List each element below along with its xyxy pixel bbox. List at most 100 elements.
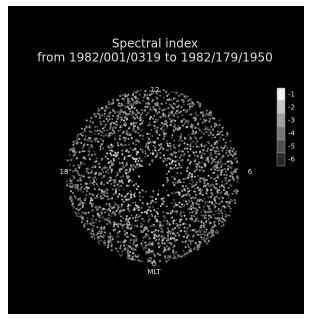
speckle	[194, 170, 196, 172]
speckle	[207, 183, 209, 185]
speckle	[196, 168, 198, 170]
speckle	[158, 221, 160, 223]
speckle	[204, 181, 206, 183]
speckle	[153, 209, 155, 211]
speckle	[103, 184, 105, 186]
speckle	[146, 102, 148, 104]
speckle	[156, 101, 158, 103]
speckle	[152, 118, 154, 120]
speckle	[225, 171, 227, 173]
speckle	[179, 181, 181, 183]
speckle	[81, 163, 83, 165]
speckle	[228, 187, 230, 189]
speckle	[116, 172, 118, 174]
speckle	[154, 103, 156, 105]
speckle	[72, 171, 74, 173]
speckle	[161, 230, 163, 232]
speckle	[75, 184, 77, 186]
speckle	[192, 181, 194, 183]
speckle	[164, 109, 166, 111]
speckle	[152, 153, 154, 155]
direction-label: 0	[152, 260, 156, 268]
speckle	[88, 187, 90, 189]
speckle	[166, 177, 168, 179]
speckle	[79, 179, 81, 181]
speckle	[154, 217, 156, 219]
speckle	[150, 152, 152, 154]
speckle	[134, 255, 136, 257]
speckle	[106, 167, 108, 169]
speckle	[80, 188, 82, 190]
speckle	[187, 177, 189, 179]
speckle	[92, 182, 94, 184]
speckle	[140, 90, 142, 92]
speckle	[158, 106, 160, 108]
speckle	[77, 164, 79, 166]
speckle	[153, 141, 155, 143]
speckle	[93, 179, 95, 181]
speckle	[142, 240, 144, 242]
speckle	[218, 175, 220, 177]
speckle	[166, 108, 168, 110]
speckle	[208, 185, 210, 187]
speckle	[88, 168, 90, 170]
speckle	[98, 163, 100, 165]
speckle	[236, 180, 238, 182]
speckle	[217, 174, 219, 176]
speckle	[120, 168, 122, 170]
speckle	[117, 174, 119, 176]
speckle	[147, 235, 149, 237]
speckle	[150, 250, 152, 252]
speckle	[231, 166, 233, 168]
speckle	[149, 257, 151, 259]
speckle	[144, 242, 146, 244]
subtitle: from 1982/001/0319 to 1982/179/1950	[37, 51, 273, 65]
speckle	[142, 100, 144, 102]
speckle	[169, 98, 171, 100]
speckle	[67, 159, 69, 161]
speckle	[146, 212, 148, 214]
speckle	[164, 249, 166, 251]
speckle	[147, 124, 149, 126]
speckle	[89, 182, 91, 184]
speckle	[114, 181, 116, 183]
speckle	[146, 228, 148, 230]
speckle	[152, 190, 154, 192]
speckle	[223, 183, 225, 185]
speckle	[91, 170, 93, 172]
speckle	[144, 90, 146, 92]
speckle	[94, 166, 96, 168]
speckle	[163, 89, 165, 91]
speckle	[154, 234, 156, 236]
speckle	[96, 183, 98, 185]
speckle	[141, 244, 143, 246]
speckle	[168, 259, 170, 261]
speckle	[188, 175, 190, 177]
speckle	[151, 135, 153, 137]
speckle	[155, 96, 157, 98]
speckle	[161, 110, 163, 112]
speckle	[102, 171, 104, 173]
speckle	[194, 176, 196, 178]
speckle	[218, 163, 220, 165]
speckle	[220, 164, 222, 166]
speckle	[93, 181, 95, 183]
speckle	[151, 161, 153, 163]
speckle	[129, 170, 131, 172]
speckle	[114, 179, 116, 181]
speckle	[153, 237, 155, 239]
speckle	[195, 184, 197, 186]
speckle	[156, 219, 158, 221]
speckle	[203, 185, 205, 187]
speckle	[217, 176, 219, 178]
speckle	[155, 119, 157, 121]
speckle	[230, 185, 232, 187]
speckle	[167, 257, 169, 259]
speckle	[156, 130, 158, 132]
speckle	[150, 129, 152, 131]
speckle	[164, 243, 166, 245]
speckle	[174, 178, 176, 180]
figure: Spectral index from 1982/001/0319 to 198…	[0, 0, 311, 321]
speckle	[214, 172, 216, 174]
colorbar-segment	[277, 114, 285, 127]
